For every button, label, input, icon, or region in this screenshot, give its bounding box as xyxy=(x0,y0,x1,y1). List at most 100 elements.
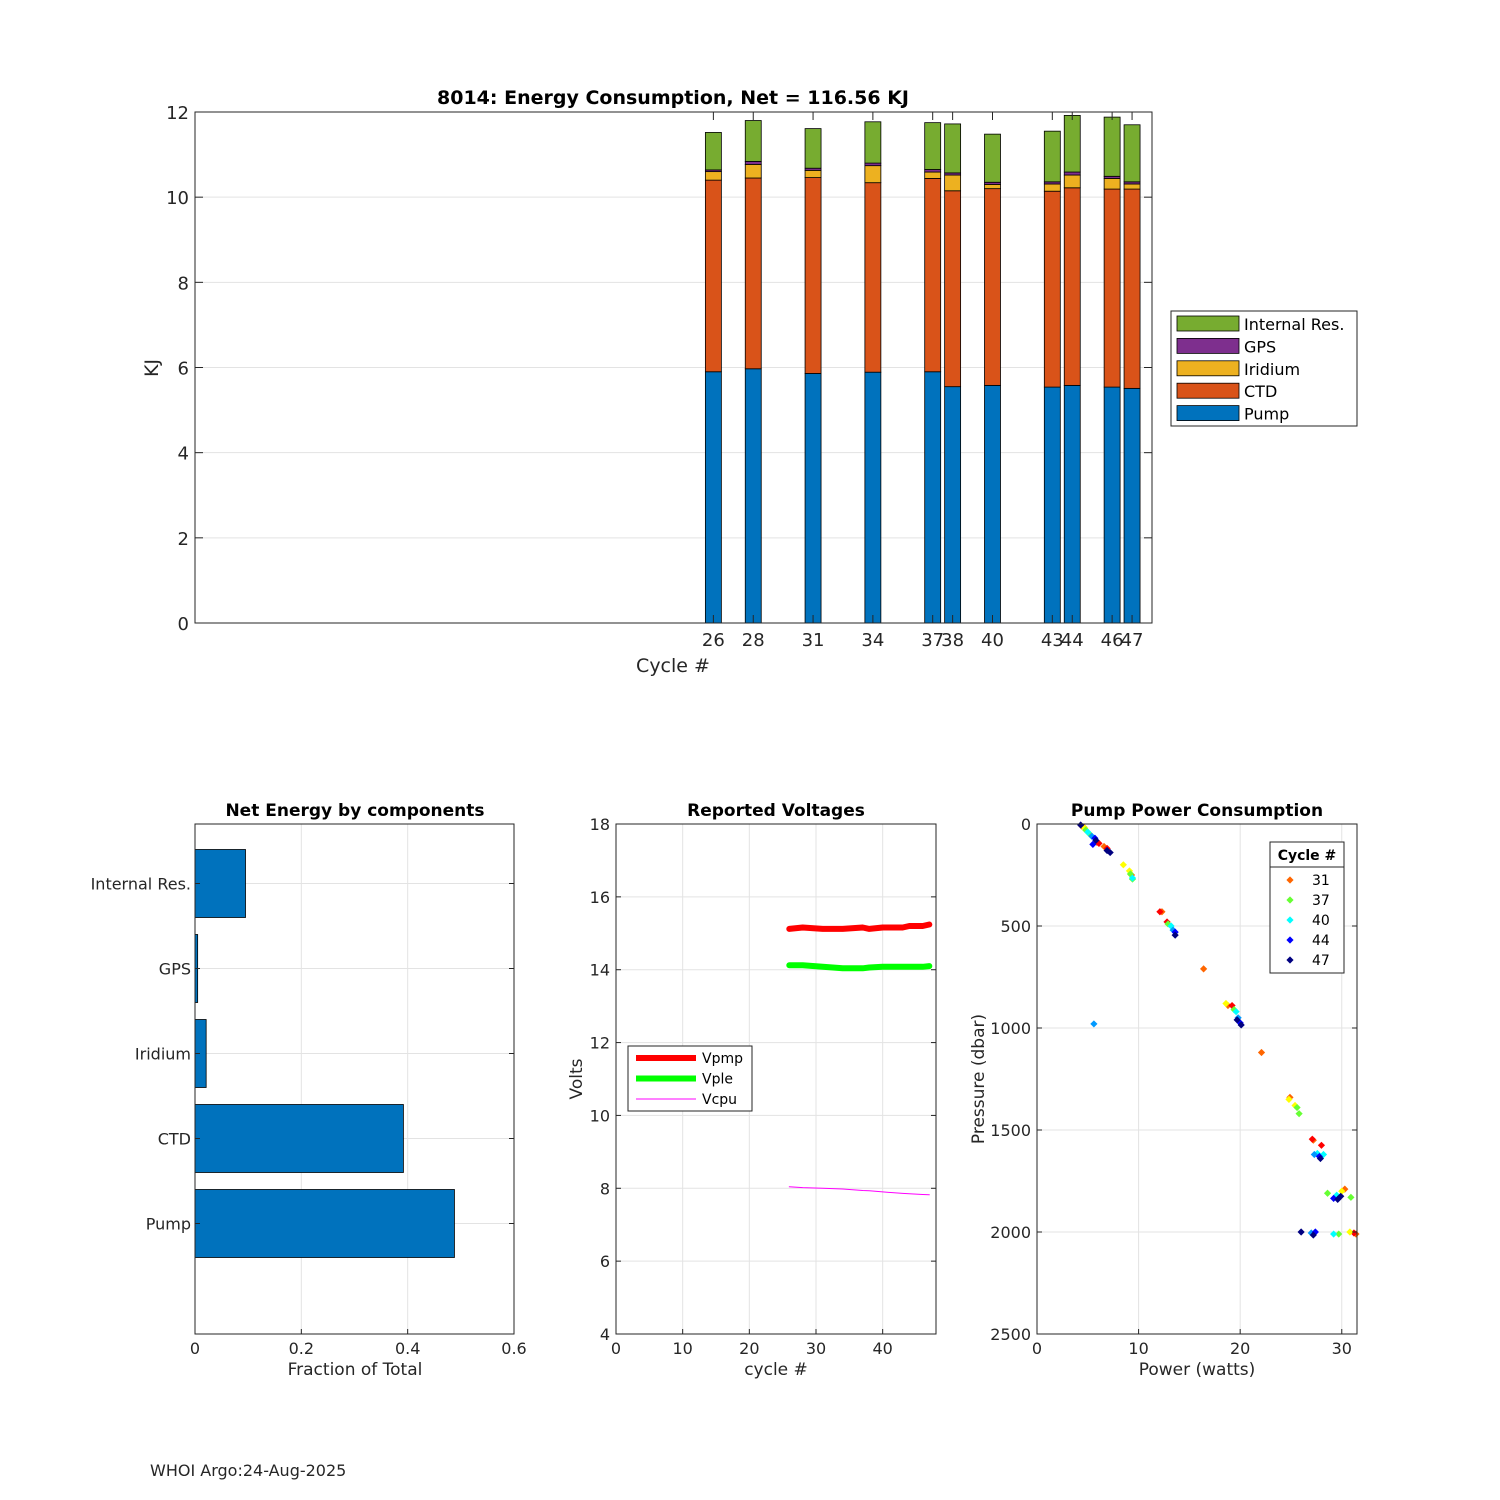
pump-power-point-cycle-40 xyxy=(1167,922,1175,930)
energy-legend-label: Internal Res. xyxy=(1244,315,1344,334)
net-energy-title: Net Energy by components xyxy=(225,801,484,821)
pump-power-ylabel: Pressure (dbar) xyxy=(969,1014,989,1144)
pump-power-point-cycle-40 xyxy=(1232,1008,1240,1016)
voltages-ticks: 0 10 20 30 40 4 6 8 10 12 14 16 18 xyxy=(590,815,936,1358)
energy-bar-segment-iridium xyxy=(1123,183,1141,190)
energy-legend-label: CTD xyxy=(1244,382,1277,401)
energy-bar-segment-internal-res xyxy=(1123,124,1141,183)
energy-bar-segment-gps xyxy=(744,160,762,165)
energy-bar-segment-iridium xyxy=(1043,183,1061,192)
energy-bar-segment-ctd xyxy=(944,190,962,388)
net-energy-ytick-label: GPS xyxy=(159,960,191,979)
voltages-ytick-label: 8 xyxy=(600,1179,610,1198)
energy-bar-segment-ctd xyxy=(744,177,762,370)
pump-power-point-cycle-37 xyxy=(1164,920,1172,928)
voltages-xtick-label: 20 xyxy=(739,1339,759,1358)
energy-bar-segment-internal-res xyxy=(1043,130,1061,183)
pump-power-point-cycle-31 xyxy=(1224,1001,1232,1010)
pump-power-point-cycle-33 xyxy=(1308,1135,1316,1143)
energy-chart-title: 8014: Energy Consumption, Net = 116.56 K… xyxy=(437,87,909,109)
energy-legend-swatch xyxy=(1176,315,1240,332)
energy-bar-segment-internal-res xyxy=(1063,115,1081,173)
energy-bar-segment-ctd xyxy=(804,177,822,374)
energy-bar-segment-iridium xyxy=(864,165,882,184)
energy-bar-segment-pump xyxy=(1063,384,1081,624)
voltage-line-vple xyxy=(786,962,933,972)
energy-bar-segment-ctd xyxy=(1043,190,1061,388)
pump-power-point-cycle-35 xyxy=(1222,999,1230,1008)
net-energy-xtick-label: 0.6 xyxy=(501,1339,526,1358)
energy-chart-xtick-label: 28 xyxy=(742,630,765,651)
energy-bar-segment-iridium xyxy=(984,183,1001,190)
pump-power-point-cycle-37 xyxy=(1293,1103,1301,1112)
energy-bar-segment-pump xyxy=(744,368,762,624)
energy-legend-swatch xyxy=(1176,405,1240,422)
energy-bar-segment-iridium xyxy=(944,174,962,192)
net-energy-xtick-label: 0.4 xyxy=(395,1339,420,1358)
pump-power-legend-marker xyxy=(1286,876,1294,884)
pump-power-point-cycle-42 xyxy=(1090,1020,1098,1028)
energy-bar-segment-internal-res xyxy=(984,133,1001,183)
net-energy-ytick-label: Internal Res. xyxy=(91,875,191,894)
energy-bar-segment-internal-res xyxy=(864,121,882,164)
energy-legend-label: Pump xyxy=(1244,405,1289,424)
pump-power-point-cycle-47 xyxy=(1309,1231,1317,1239)
pump-power-legend-box xyxy=(1269,841,1345,974)
energy-bar-segment-ctd xyxy=(1063,187,1081,386)
energy-bar-segment-internal-res xyxy=(744,120,762,162)
pump-power-legend-title: Cycle # xyxy=(1278,848,1337,864)
voltages-xtick-label: 40 xyxy=(872,1339,892,1358)
pump-power-title: Pump Power Consumption xyxy=(1071,801,1323,821)
voltages-ytick-label: 16 xyxy=(590,888,610,907)
energy-chart-ytick-label: 4 xyxy=(178,444,189,465)
pump-power-xlabel: Power (watts) xyxy=(1139,1360,1256,1380)
energy-bar-segment-pump xyxy=(1123,387,1141,624)
net-energy-bar xyxy=(194,1104,404,1173)
pump-power-xtick-label: 0 xyxy=(1032,1339,1042,1358)
pump-power-ytick-label: 0 xyxy=(1021,815,1031,834)
pump-power-point-cycle-37 xyxy=(1230,1006,1238,1014)
voltages-xtick-label: 0 xyxy=(611,1339,621,1358)
energy-bar-segment-iridium xyxy=(1103,178,1121,190)
pump-power-point-cycle-35 xyxy=(1346,1228,1354,1236)
voltages-xtick-label: 10 xyxy=(672,1339,692,1358)
pump-power-point-cycle-33 xyxy=(1156,908,1164,916)
pump-power-point-cycle-37 xyxy=(1335,1230,1343,1238)
energy-chart-xtick-label: 46 xyxy=(1101,630,1124,651)
pump-power-point-cycle-47 xyxy=(1103,846,1111,855)
pump-power-point-cycle-37 xyxy=(1295,1110,1303,1118)
pump-power-point-cycle-40 xyxy=(1128,874,1137,882)
pump-power-point-cycle-47 xyxy=(1092,836,1100,844)
energy-bar-segment-pump xyxy=(864,371,882,624)
voltage-line-vcpu xyxy=(788,1186,930,1196)
pump-power-point-cycle-47 xyxy=(1106,848,1114,857)
energy-bar-segment-gps xyxy=(1063,171,1081,176)
pump-power-point-cycle-33 xyxy=(1350,1229,1358,1237)
pump-power-ytick-label: 1500 xyxy=(990,1121,1031,1140)
energy-bar-segment-ctd xyxy=(864,182,882,373)
pump-power-point-cycle-44 xyxy=(1089,840,1097,848)
energy-bar-segment-internal-res xyxy=(944,123,962,174)
voltages-axes-box xyxy=(615,823,937,1335)
pump-power-ytick-label: 2500 xyxy=(990,1325,1031,1344)
pump-power-legend-marker xyxy=(1286,936,1294,944)
energy-bar-segment-internal-res xyxy=(804,128,822,169)
pump-power-legend-marker xyxy=(1286,956,1294,964)
voltages-legend-label: Vple xyxy=(702,1072,733,1088)
energy-bar-segment-pump xyxy=(984,384,1001,624)
pump-power-point-cycle-40 xyxy=(1330,1230,1338,1238)
voltages-lines xyxy=(786,921,933,1196)
energy-chart-xtick-label: 44 xyxy=(1061,630,1084,651)
energy-bar-segment-pump xyxy=(804,373,822,624)
pump-power-xtick-label: 20 xyxy=(1230,1339,1250,1358)
pump-power-legend-label: 47 xyxy=(1312,953,1330,969)
energy-bar-segment-ctd xyxy=(1123,188,1141,389)
energy-chart-xtick-label: 38 xyxy=(941,630,964,651)
pump-power-point-cycle-47 xyxy=(1171,931,1179,939)
energy-chart-legend: Internal Res. GPS Iridium CTD Pump xyxy=(1170,310,1358,427)
energy-bar-segment-ctd xyxy=(984,188,1001,386)
energy-legend-label: Iridium xyxy=(1244,360,1300,379)
energy-bar-segment-iridium xyxy=(1063,174,1081,189)
pump-power-ytick-label: 2000 xyxy=(990,1223,1031,1242)
